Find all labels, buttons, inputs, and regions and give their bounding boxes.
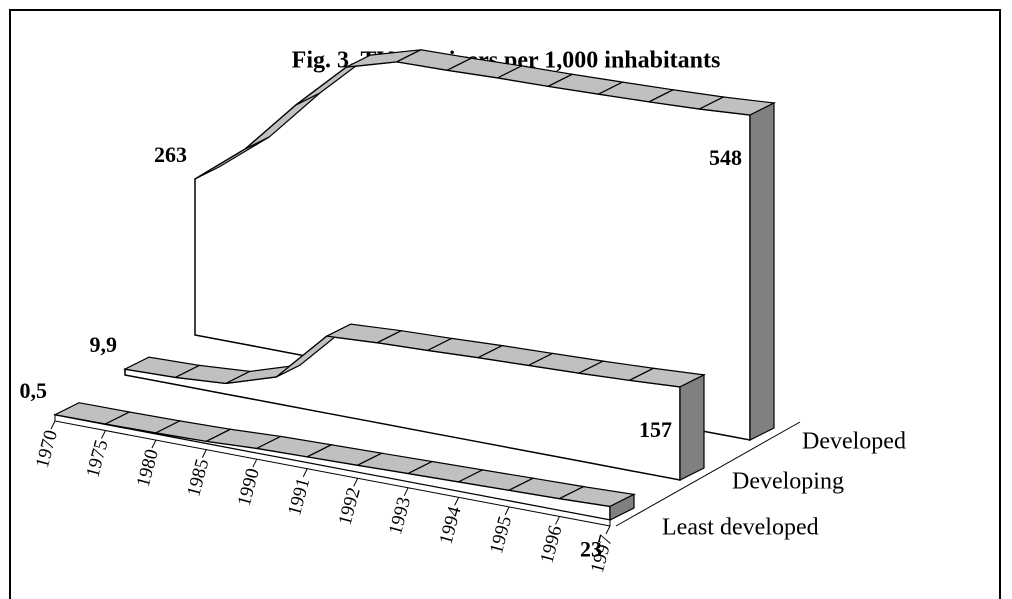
- x-tick: [101, 430, 106, 439]
- ribbon-end: [679, 373, 705, 481]
- x-tick: [353, 478, 359, 487]
- series-label: Developed: [802, 429, 906, 455]
- data-label: 157: [639, 417, 672, 442]
- data-label: 23: [580, 536, 602, 561]
- x-tick: [50, 420, 56, 430]
- x-tick: [555, 516, 560, 525]
- data-label: 9,9: [90, 332, 118, 357]
- x-tick: [252, 458, 258, 468]
- ribbon-end: [749, 102, 775, 441]
- x-tick: [454, 497, 460, 506]
- x-tick: [151, 439, 157, 449]
- x-tick: [201, 449, 207, 458]
- data-label: 548: [709, 145, 742, 170]
- data-label: 0,5: [20, 378, 48, 403]
- depth-axis: [615, 421, 801, 527]
- series-label: Least developed: [662, 515, 819, 541]
- ribbon-end: [609, 493, 635, 521]
- x-tick: [504, 506, 510, 516]
- x-tick: [403, 487, 409, 497]
- series-label: Developing: [732, 469, 844, 495]
- data-label: 263: [154, 142, 187, 167]
- x-tick: [605, 525, 611, 535]
- x-tick: [302, 468, 308, 477]
